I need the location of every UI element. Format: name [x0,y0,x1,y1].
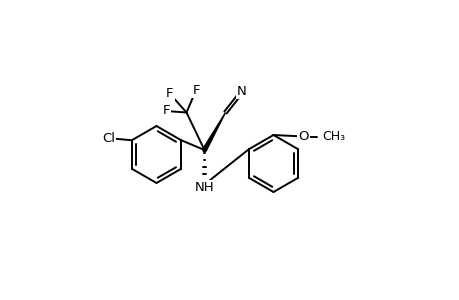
Text: N: N [236,85,246,98]
Text: F: F [192,83,199,97]
Polygon shape [202,112,225,151]
Text: F: F [162,104,169,118]
Text: F: F [166,87,174,101]
Text: NH: NH [194,181,214,194]
Text: Cl: Cl [102,132,115,145]
Text: CH₃: CH₃ [322,130,345,143]
Text: O: O [297,130,308,143]
